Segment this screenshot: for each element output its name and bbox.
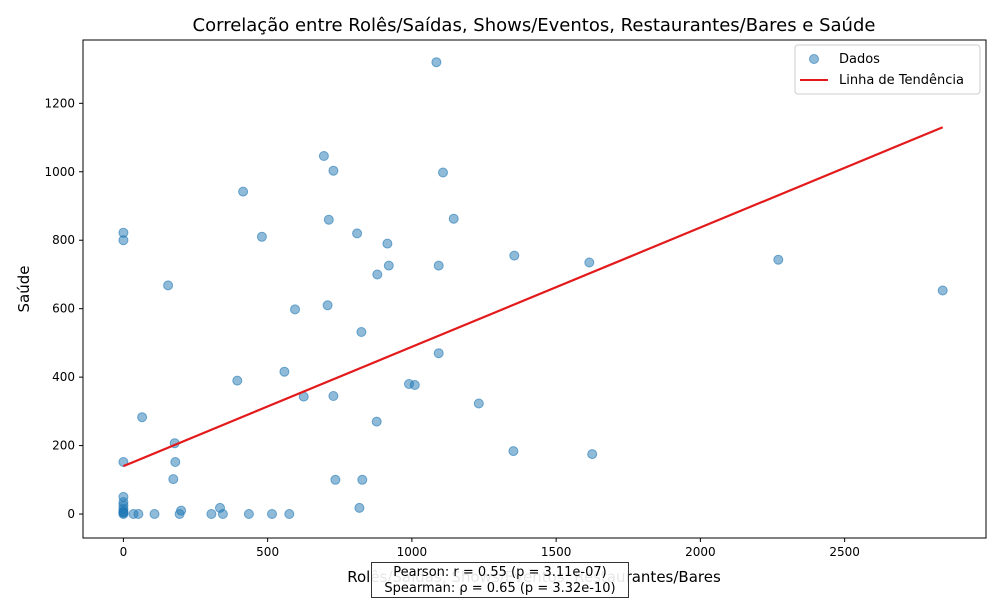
data-point: [372, 269, 383, 280]
y-tick-label: 200: [52, 439, 75, 453]
pearson-stat: Pearson: r = 0.55 (p = 3.11e-07): [393, 565, 607, 580]
y-tick-label: 1000: [44, 165, 75, 179]
data-point: [587, 449, 598, 460]
x-tick-label: 2000: [685, 545, 716, 559]
data-point: [371, 416, 382, 427]
x-tick-label: 500: [256, 545, 279, 559]
data-point: [438, 167, 448, 178]
data-point: [322, 300, 333, 311]
data-point: [133, 509, 144, 519]
x-axis-ticks: 0 500 1000 1500 2000 2500: [120, 538, 860, 559]
legend-label-dados: Dados: [839, 52, 880, 67]
data-point: [356, 327, 367, 337]
data-point: [256, 231, 267, 242]
points-layer: [118, 57, 948, 519]
y-tick-label: 600: [52, 302, 75, 316]
data-point: [383, 260, 394, 271]
data-point: [137, 412, 148, 423]
data-point: [431, 57, 442, 68]
trend-line: [122, 126, 944, 468]
data-point: [318, 151, 329, 161]
x-tick-label: 1000: [397, 545, 428, 559]
data-point: [232, 375, 243, 386]
data-point: [238, 186, 249, 197]
legend-marker-dados: [809, 54, 819, 64]
data-point: [290, 304, 300, 315]
data-point: [357, 474, 368, 485]
plot-frame: [82, 39, 987, 539]
trend-layer: [122, 126, 944, 468]
data-point: [473, 398, 484, 409]
data-point: [409, 380, 420, 390]
data-point: [267, 509, 277, 519]
data-point: [382, 238, 393, 249]
data-point: [433, 348, 444, 359]
data-point: [328, 391, 339, 401]
spearman-stat: Spearman: ρ = 0.65 (p = 3.32e-10): [384, 581, 616, 596]
data-point: [284, 509, 295, 519]
data-point: [937, 285, 948, 296]
correlation-stats-box: Pearson: r = 0.55 (p = 3.11e-07) Spearma…: [371, 562, 629, 598]
data-point: [773, 254, 784, 265]
data-point: [448, 213, 459, 224]
chart-title: Correlação entre Rolês/Saídas, Shows/Eve…: [193, 15, 876, 36]
legend: Dados Linha de Tendência: [794, 44, 981, 95]
data-point: [584, 257, 595, 268]
data-point: [352, 228, 363, 239]
x-tick-label: 1500: [541, 545, 572, 559]
data-point: [118, 491, 129, 502]
data-point: [163, 280, 174, 291]
y-tick-label: 0: [67, 507, 75, 521]
data-point: [509, 250, 520, 261]
data-point: [168, 474, 179, 485]
data-point: [149, 509, 160, 519]
legend-label-trendline: Linha de Tendência: [839, 73, 964, 88]
data-point: [279, 366, 290, 377]
y-axis-ticks: 0 200 400 600 800 1000 1200: [44, 96, 83, 521]
y-tick-label: 400: [52, 370, 75, 384]
y-tick-label: 800: [52, 233, 75, 247]
data-point: [330, 474, 341, 485]
data-point: [354, 502, 365, 513]
y-tick-label: 1200: [44, 96, 75, 110]
y-axis-label: Saúde: [15, 266, 33, 313]
legend-box: [794, 44, 981, 95]
data-point: [243, 509, 254, 519]
data-point: [170, 457, 181, 467]
x-tick-label: 0: [120, 545, 128, 559]
data-point: [508, 446, 519, 457]
data-point: [433, 260, 444, 271]
data-point: [323, 214, 334, 225]
data-point: [328, 165, 339, 176]
data-point: [176, 505, 187, 516]
x-tick-label: 2500: [829, 545, 860, 559]
data-point: [118, 227, 129, 238]
data-point: [217, 509, 228, 519]
data-point: [206, 509, 217, 519]
